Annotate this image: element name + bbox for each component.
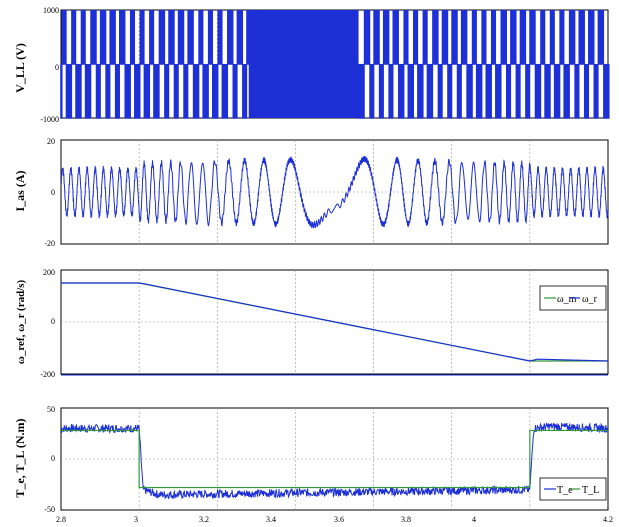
legend-speed-entry-2: ω_r	[582, 294, 598, 305]
ytick-speed-mid: 0	[51, 317, 55, 326]
ylabel-voltage: V_LL (V)	[13, 43, 27, 93]
legend-speed: ω_m ω_r	[539, 285, 607, 311]
xtick-3-8: 3.8	[401, 515, 411, 524]
xtick-3: 3	[134, 515, 138, 524]
ytick-current-top: 20	[47, 137, 55, 146]
xtick-4-2: 4.2	[603, 515, 613, 524]
panel-torque	[60, 407, 609, 511]
ytick-voltage-bot: -1000	[40, 115, 59, 124]
xtick-4: 4	[472, 515, 476, 524]
xtick-3-6: 3.6	[334, 515, 344, 524]
ylabel-current: I_as (A)	[13, 170, 27, 211]
ytick-torque-top: 50	[47, 405, 55, 414]
ytick-current-bot: -20	[44, 239, 55, 248]
xtick-2-8: 2.8	[56, 515, 66, 524]
panel-voltage	[60, 9, 610, 119]
xtick-3-2: 3.2	[199, 515, 209, 524]
xtick-3-4: 3.4	[266, 515, 276, 524]
ylabel-speed: ω_ref, ω_r (rad/s)	[15, 279, 27, 364]
ytick-torque-bot: -50	[44, 505, 55, 514]
legend-torque: T_e T_L	[539, 477, 607, 501]
ytick-voltage-top: 1000	[43, 6, 59, 15]
panel-speed	[60, 269, 609, 376]
series-current	[60, 155, 609, 229]
panel-current	[60, 139, 609, 245]
legend-torque-entry-2: T_L	[582, 485, 599, 496]
ytick-speed-top: 200	[43, 268, 55, 277]
dense-switching-band	[248, 10, 358, 118]
ytick-speed-bot: -200	[40, 370, 55, 379]
ylabel-torque: T_e, T_L (N.m)	[13, 418, 27, 497]
series-torque-tl	[61, 429, 608, 489]
ytick-current-mid: 0	[51, 188, 55, 197]
series-torque-te	[60, 422, 609, 500]
legend-speed-entry-1: ω_m	[557, 294, 577, 305]
ytick-voltage-mid: 0	[55, 63, 59, 72]
ytick-torque-mid: 0	[51, 454, 55, 463]
series-speed-2	[61, 282, 609, 362]
legend-torque-entry-1: T_e	[557, 485, 573, 496]
